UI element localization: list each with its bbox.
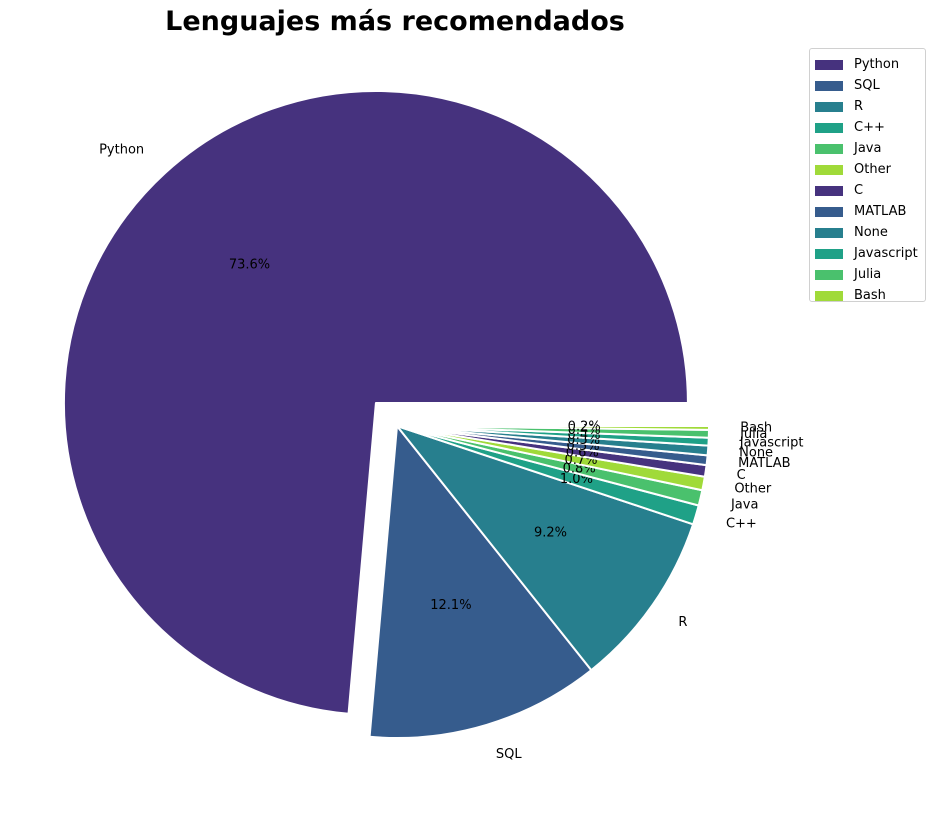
legend-label: Bash bbox=[854, 288, 886, 303]
legend-item-javascript: Javascript bbox=[815, 243, 925, 264]
category-label-none: None bbox=[739, 445, 773, 460]
pct-label-r: 9.2% bbox=[534, 526, 567, 541]
category-label-r: R bbox=[678, 615, 687, 630]
legend-swatch bbox=[815, 227, 843, 238]
legend-item-none: None bbox=[815, 222, 925, 243]
category-label-c: C bbox=[737, 468, 746, 483]
pct-label-sql: 12.1% bbox=[430, 598, 471, 613]
category-label-sql: SQL bbox=[496, 747, 522, 762]
pie-slice-python bbox=[62, 90, 689, 715]
category-label-other: Other bbox=[734, 482, 772, 497]
legend-item-other: Other bbox=[815, 159, 925, 180]
legend-label: SQL bbox=[854, 78, 880, 93]
category-label-python: Python bbox=[99, 142, 144, 157]
legend-swatch bbox=[815, 143, 843, 154]
legend-label: Python bbox=[854, 57, 900, 72]
category-label-matlab: MATLAB bbox=[738, 456, 790, 471]
legend-item-python: Python bbox=[815, 54, 925, 75]
legend-swatch bbox=[815, 269, 843, 280]
legend-item-c-: C++ bbox=[815, 117, 925, 138]
pie-slice-bash bbox=[396, 425, 710, 431]
legend-swatch bbox=[815, 59, 843, 70]
legend-label: Java bbox=[854, 141, 882, 156]
pct-label-bash: 0.2% bbox=[568, 420, 601, 435]
category-label-bash: Bash bbox=[740, 421, 772, 436]
legend-label: MATLAB bbox=[854, 204, 907, 219]
pie-slice-r bbox=[396, 425, 695, 672]
legend-swatch bbox=[815, 185, 843, 196]
legend-label: Other bbox=[854, 162, 891, 177]
pie-slice-sql bbox=[368, 425, 593, 739]
legend-swatch bbox=[815, 80, 843, 91]
legend-item-java: Java bbox=[815, 138, 925, 159]
legend-swatch bbox=[815, 290, 843, 301]
legend-swatch bbox=[815, 206, 843, 217]
legend-swatch bbox=[815, 164, 843, 175]
category-label-java: Java bbox=[730, 498, 758, 513]
category-label-javascript: Javascript bbox=[739, 436, 804, 451]
category-label-c-: C++ bbox=[726, 516, 757, 531]
legend-label: Javascript bbox=[854, 246, 918, 261]
legend-swatch bbox=[815, 122, 843, 133]
chart-title: Lenguajes más recomendados bbox=[165, 6, 625, 37]
legend-label: R bbox=[854, 99, 864, 114]
legend: Python SQL R C++ Java Other C MATLAB None Javascr… bbox=[809, 48, 926, 303]
legend-label: None bbox=[854, 225, 888, 240]
legend-item-bash: Bash bbox=[815, 285, 925, 306]
legend-swatch bbox=[815, 248, 843, 259]
legend-label: C bbox=[854, 183, 864, 198]
legend-label: Julia bbox=[854, 267, 882, 282]
legend-item-sql: SQL bbox=[815, 75, 925, 96]
legend-item-r: R bbox=[815, 96, 925, 117]
legend-item-matlab: MATLAB bbox=[815, 201, 925, 222]
legend-label: C++ bbox=[854, 120, 885, 135]
legend-swatch bbox=[815, 101, 843, 112]
legend-item-c: C bbox=[815, 180, 925, 201]
legend-item-julia: Julia bbox=[815, 264, 925, 285]
pct-label-python: 73.6% bbox=[229, 257, 270, 272]
category-label-julia: Julia bbox=[739, 427, 767, 442]
